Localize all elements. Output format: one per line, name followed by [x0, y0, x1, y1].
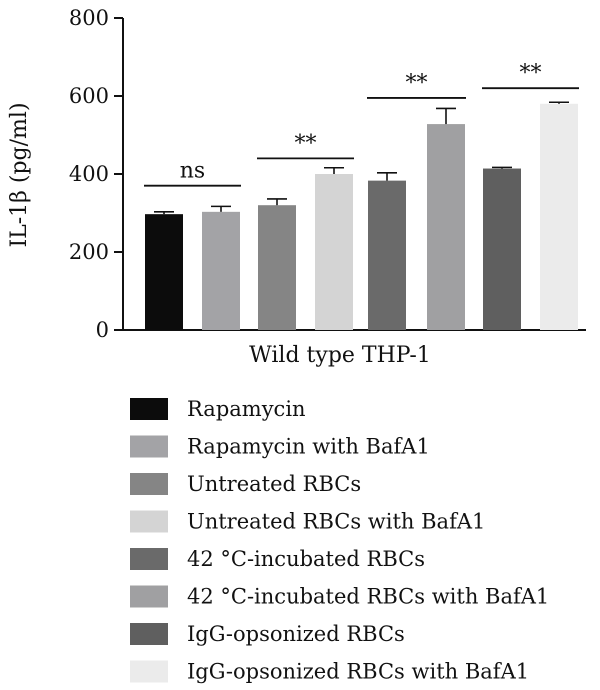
y-axis-label: IL-1β (pg/ml) — [7, 102, 32, 247]
legend-label: Untreated RBCs — [187, 472, 361, 496]
legend-label: 42 °C-incubated RBCs — [187, 547, 425, 571]
y-tick-label: 400 — [69, 162, 109, 186]
y-tick-label: 800 — [69, 6, 109, 30]
legend-label: IgG-opsonized RBCs with BafA1 — [187, 660, 529, 684]
y-tick-label: 0 — [96, 318, 109, 342]
bar — [368, 180, 406, 330]
significance-label: ** — [295, 131, 317, 156]
bar — [145, 214, 183, 330]
bar — [258, 205, 296, 330]
legend-label: IgG-opsonized RBCs — [187, 622, 405, 646]
legend-swatch — [130, 548, 168, 570]
y-tick-label: 600 — [69, 84, 109, 108]
significance-label: ** — [520, 61, 542, 86]
legend-swatch — [130, 660, 168, 683]
legend-swatch — [130, 623, 168, 645]
plot-area: 0 200 400 600 800 ns ** ** ** — [69, 6, 586, 342]
legend-label: Untreated RBCs with BafA1 — [187, 510, 485, 534]
significance-label: ns — [180, 159, 205, 184]
legend-swatch — [130, 398, 168, 420]
legend-label: 42 °C-incubated RBCs with BafA1 — [187, 585, 549, 609]
legend-label: Rapamycin with BafA1 — [187, 435, 430, 459]
bar — [202, 211, 240, 330]
significance-label: ** — [406, 71, 428, 96]
legend-swatch — [130, 473, 168, 495]
legend-swatch — [130, 435, 168, 458]
bar — [540, 103, 578, 330]
legend-label: Rapamycin — [187, 397, 306, 421]
legend-swatch — [130, 585, 168, 608]
legend-swatch — [130, 510, 168, 533]
bar — [427, 124, 465, 330]
bar — [315, 174, 353, 330]
bar — [483, 168, 521, 330]
x-axis-label: Wild type THP-1 — [249, 343, 431, 368]
legend: Rapamycin Rapamycin with BafA1 Untreated R… — [130, 397, 549, 684]
y-tick-label: 200 — [69, 240, 109, 264]
